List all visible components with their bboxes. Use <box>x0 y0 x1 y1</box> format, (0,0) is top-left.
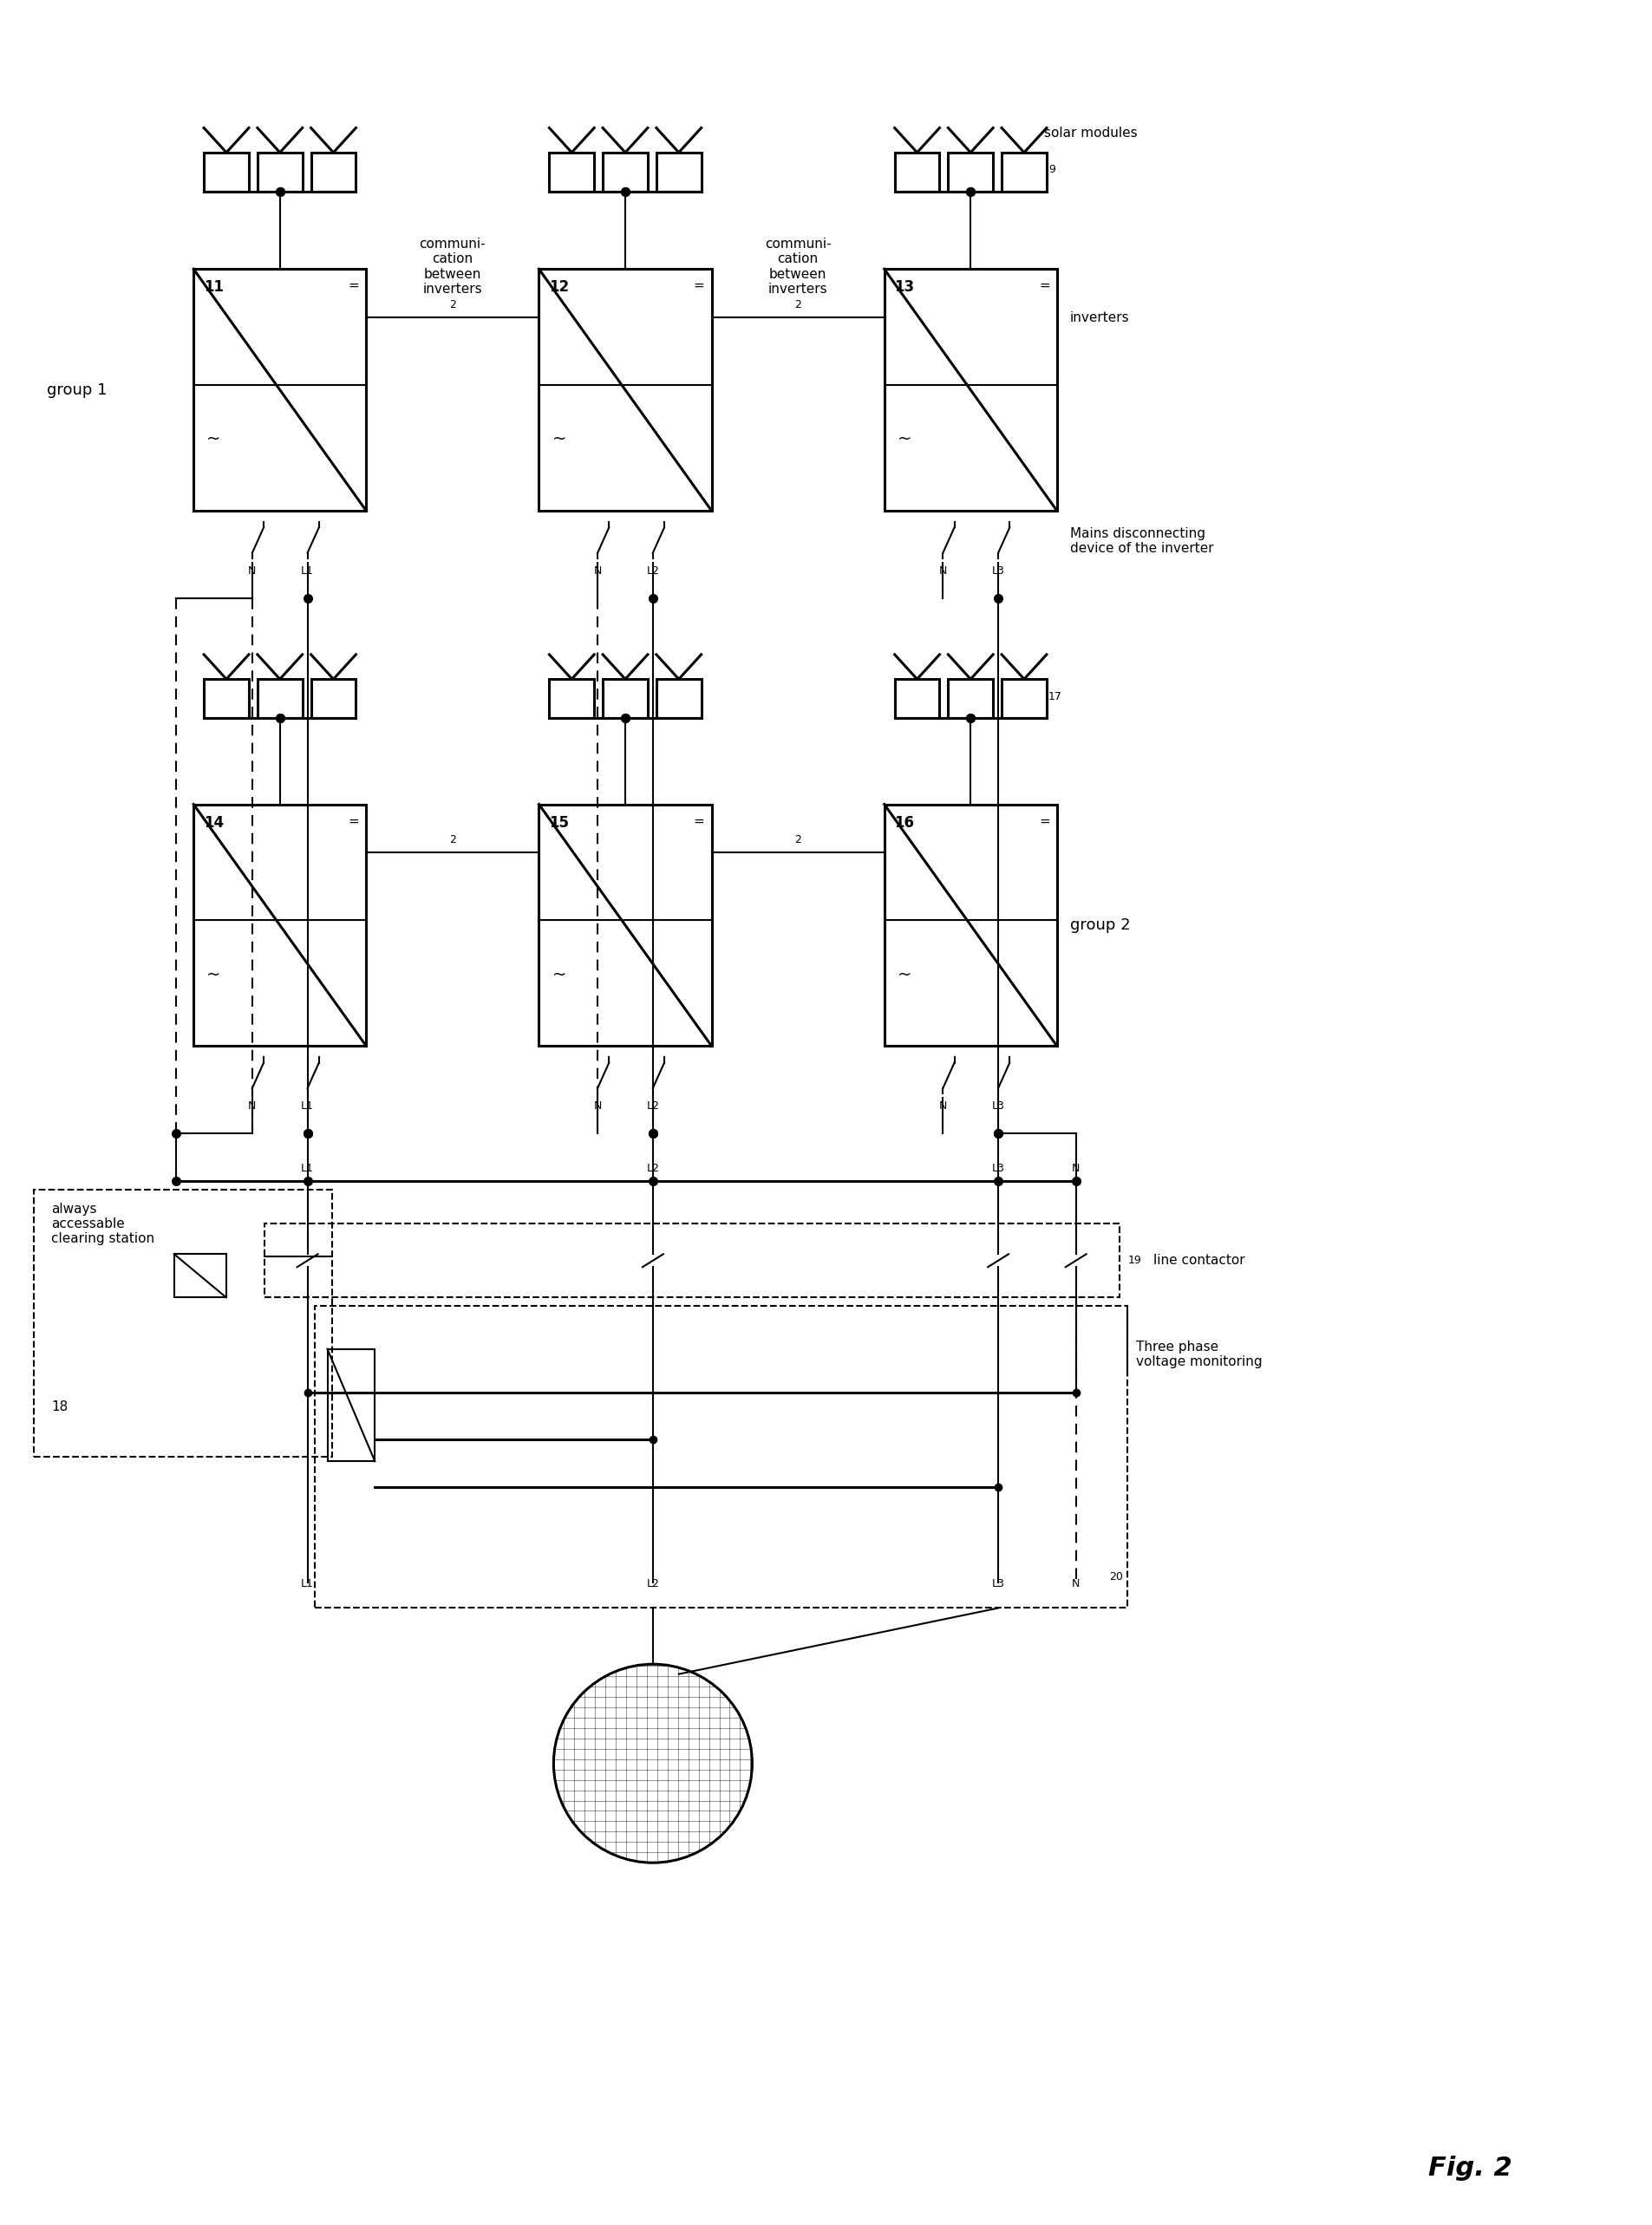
Bar <box>1001 154 1046 191</box>
Text: N: N <box>1072 1578 1079 1589</box>
Bar <box>193 803 367 1046</box>
Text: Three phase
voltage monitoring: Three phase voltage monitoring <box>1137 1339 1262 1368</box>
Text: L1: L1 <box>301 1578 314 1589</box>
Bar <box>548 154 593 191</box>
Text: =: = <box>349 280 358 291</box>
Bar <box>656 154 700 191</box>
Text: =: = <box>349 814 358 828</box>
Bar <box>548 679 593 719</box>
Text: N: N <box>248 565 256 576</box>
Text: line contactor: line contactor <box>1153 1255 1244 1266</box>
Text: 13: 13 <box>894 280 914 296</box>
Text: L2: L2 <box>646 1578 659 1589</box>
Text: ~: ~ <box>206 966 221 983</box>
Bar <box>884 803 1056 1046</box>
Bar <box>173 1255 226 1297</box>
Bar <box>203 154 249 191</box>
Bar <box>539 269 712 512</box>
Text: 2: 2 <box>449 298 456 312</box>
Text: 20: 20 <box>1108 1571 1123 1582</box>
Bar <box>603 154 648 191</box>
Bar <box>258 679 302 719</box>
Text: L2: L2 <box>646 1161 659 1175</box>
Text: Mains disconnecting
device of the inverter: Mains disconnecting device of the invert… <box>1069 527 1213 554</box>
Text: =: = <box>1039 814 1049 828</box>
Text: N: N <box>593 565 601 576</box>
Text: L1: L1 <box>301 1161 314 1175</box>
Text: 11: 11 <box>203 280 223 296</box>
Text: =: = <box>1039 280 1049 291</box>
Text: =: = <box>694 814 704 828</box>
Bar <box>948 679 993 719</box>
Bar <box>311 154 355 191</box>
Bar <box>311 679 355 719</box>
Text: 17: 17 <box>1047 690 1062 703</box>
Text: group 1: group 1 <box>46 383 107 398</box>
Bar <box>327 1348 375 1462</box>
Text: L3: L3 <box>991 1101 1004 1112</box>
Text: N: N <box>593 1101 601 1112</box>
Text: inverters: inverters <box>1069 312 1128 325</box>
Bar <box>33 1190 332 1457</box>
Bar <box>948 154 993 191</box>
Text: 2: 2 <box>449 834 456 846</box>
Text: Fig. 2: Fig. 2 <box>1427 2156 1512 2180</box>
Text: N: N <box>938 1101 947 1112</box>
Bar <box>1001 679 1046 719</box>
Text: ~: ~ <box>897 966 910 983</box>
Text: solar modules: solar modules <box>1044 127 1137 140</box>
Bar <box>603 679 648 719</box>
Text: =: = <box>694 280 704 291</box>
Text: 9: 9 <box>1047 165 1054 176</box>
Text: 14: 14 <box>203 814 225 830</box>
Bar <box>894 679 938 719</box>
Bar <box>884 269 1056 512</box>
Text: L1: L1 <box>301 565 314 576</box>
Text: communi-
cation
between
inverters: communi- cation between inverters <box>765 238 831 296</box>
Text: L3: L3 <box>991 565 1004 576</box>
Text: ~: ~ <box>552 432 565 447</box>
Text: 12: 12 <box>548 280 568 296</box>
Bar <box>894 154 938 191</box>
Text: communi-
cation
between
inverters: communi- cation between inverters <box>420 238 486 296</box>
Text: N: N <box>938 565 947 576</box>
Text: 19: 19 <box>1127 1255 1142 1266</box>
Text: L2: L2 <box>646 1101 659 1112</box>
Text: N: N <box>248 1101 256 1112</box>
Text: 15: 15 <box>548 814 568 830</box>
Text: 2: 2 <box>795 298 801 312</box>
Text: L3: L3 <box>991 1578 1004 1589</box>
Bar <box>264 1224 1118 1297</box>
Text: 2: 2 <box>795 834 801 846</box>
Text: 18: 18 <box>51 1402 68 1413</box>
Text: L1: L1 <box>301 1101 314 1112</box>
Text: ~: ~ <box>552 966 565 983</box>
Bar <box>314 1306 1127 1609</box>
Text: L3: L3 <box>991 1161 1004 1175</box>
Bar <box>656 679 700 719</box>
Circle shape <box>553 1664 752 1862</box>
Text: 16: 16 <box>894 814 914 830</box>
Text: ~: ~ <box>897 432 910 447</box>
Bar <box>203 679 249 719</box>
Text: group 2: group 2 <box>1069 917 1130 932</box>
Text: L2: L2 <box>646 565 659 576</box>
Bar <box>539 803 712 1046</box>
Text: N: N <box>1072 1161 1079 1175</box>
Bar <box>193 269 367 512</box>
Bar <box>258 154 302 191</box>
Text: ~: ~ <box>206 432 221 447</box>
Text: always
accessable
clearing station: always accessable clearing station <box>51 1202 154 1246</box>
